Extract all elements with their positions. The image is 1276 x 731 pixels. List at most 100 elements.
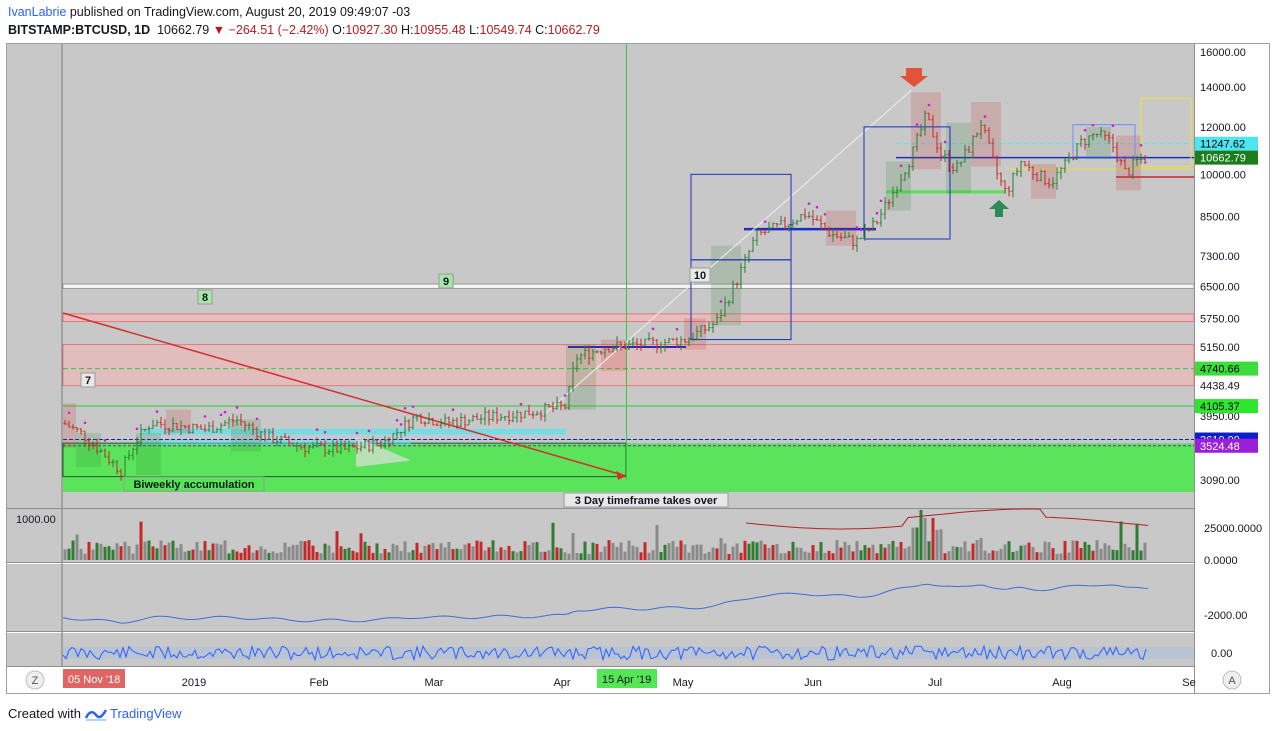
candle — [199, 424, 203, 430]
volume-bar — [1019, 545, 1023, 560]
range-shade-2 — [136, 433, 161, 475]
wave-8-label: 8 — [197, 289, 213, 305]
candle — [711, 321, 715, 333]
candle — [891, 186, 895, 208]
candle — [555, 396, 559, 410]
candle — [907, 164, 911, 179]
volume-bar — [1103, 543, 1107, 560]
candle — [423, 421, 427, 427]
signal-dot — [719, 300, 723, 303]
candle — [1023, 161, 1027, 167]
volume-bar — [535, 542, 539, 560]
range-shade-8 — [711, 245, 741, 326]
candle — [491, 409, 495, 422]
candle — [175, 422, 179, 431]
volume-bar — [995, 551, 999, 560]
volume-bar — [367, 545, 371, 560]
volume-bar — [319, 553, 323, 560]
volume-bar — [395, 545, 399, 560]
volume-bar — [111, 549, 115, 560]
candle — [1087, 135, 1091, 148]
candle — [759, 228, 763, 236]
cyan-band-upper — [141, 428, 566, 435]
candle — [419, 413, 423, 424]
signal-dot — [103, 439, 107, 442]
volume-bar — [855, 541, 859, 560]
candle — [663, 339, 667, 352]
published-text: published on TradingView.com, August 20,… — [69, 5, 411, 19]
candle — [1075, 143, 1079, 160]
auto-scale-button[interactable]: A — [1222, 670, 1242, 690]
candle — [739, 262, 743, 289]
white-band — [62, 283, 1195, 289]
signal-dot — [235, 406, 239, 409]
volume-tick-label: 25000.0000 — [1204, 523, 1262, 535]
volume-bar — [499, 547, 503, 560]
x-tick-label: Mar — [425, 677, 444, 689]
author-link[interactable]: IvanLabrie — [8, 5, 67, 19]
candle — [899, 164, 903, 192]
volume-bar — [287, 546, 291, 560]
volume-bar — [419, 552, 423, 560]
volume-bar — [259, 546, 263, 560]
volume-bar — [983, 550, 987, 560]
y-tick-label: 12000.00 — [1200, 122, 1246, 134]
x-tick-label: Feb — [310, 677, 329, 689]
volume-bar — [487, 547, 491, 560]
candle — [183, 425, 187, 429]
volume-bar — [655, 525, 659, 560]
wave-7-label: 7 — [80, 372, 96, 388]
candle — [611, 345, 615, 353]
candle — [975, 132, 979, 138]
volume-bar — [871, 544, 875, 560]
candle — [635, 338, 639, 351]
volume-bar — [643, 542, 647, 560]
volume-bar — [691, 545, 695, 560]
sell-arrow-icon — [900, 68, 928, 87]
y-tick-label: 3950.00 — [1200, 411, 1240, 423]
signal-dot — [1139, 144, 1143, 147]
signal-dot — [879, 199, 883, 203]
y-tick-label: 5150.00 — [1200, 342, 1240, 354]
volume-bar — [1075, 540, 1079, 560]
candle — [543, 402, 547, 422]
price-chart[interactable]: 16000.00 14000.00 12000.00 10000.00 8500.00 7… — [6, 43, 1270, 694]
candle — [535, 410, 539, 416]
candle — [559, 400, 563, 411]
y-tick-label: 16000.00 — [1200, 47, 1246, 59]
zoom-button[interactable]: Z — [25, 670, 45, 690]
volume-bar — [791, 541, 795, 560]
volume-bar — [659, 552, 663, 560]
candle — [1011, 172, 1015, 198]
volume-bar — [1003, 544, 1007, 560]
volume-ma-line — [745, 508, 1149, 530]
volume-bar — [539, 551, 543, 560]
volume-bar — [1071, 540, 1075, 560]
indicator1-pane-bg — [6, 564, 1194, 631]
volume-bar — [959, 547, 963, 560]
candle — [995, 155, 999, 180]
volume-bar — [899, 541, 903, 560]
volume-bar — [323, 543, 327, 560]
volume-bar — [1119, 521, 1123, 560]
candle — [591, 349, 595, 361]
candle — [191, 423, 195, 434]
volume-bar — [595, 543, 599, 560]
volume-bar — [627, 540, 631, 560]
candle — [1019, 160, 1023, 178]
volume-bar — [587, 553, 591, 560]
tradingview-brand-link[interactable]: TradingView — [110, 706, 182, 721]
candle — [1083, 128, 1087, 150]
candle — [751, 236, 755, 252]
volume-bar — [375, 543, 379, 560]
x-tick-label: Aug — [1052, 677, 1072, 689]
volume-bar — [199, 550, 203, 560]
volume-bar — [803, 551, 807, 560]
volume-bar — [351, 550, 355, 560]
volume-bar — [1107, 545, 1111, 560]
candle — [1131, 155, 1135, 180]
volume-bar — [411, 550, 415, 560]
volume-bar — [787, 551, 791, 560]
candle — [771, 222, 775, 229]
volume-bar — [135, 544, 139, 560]
